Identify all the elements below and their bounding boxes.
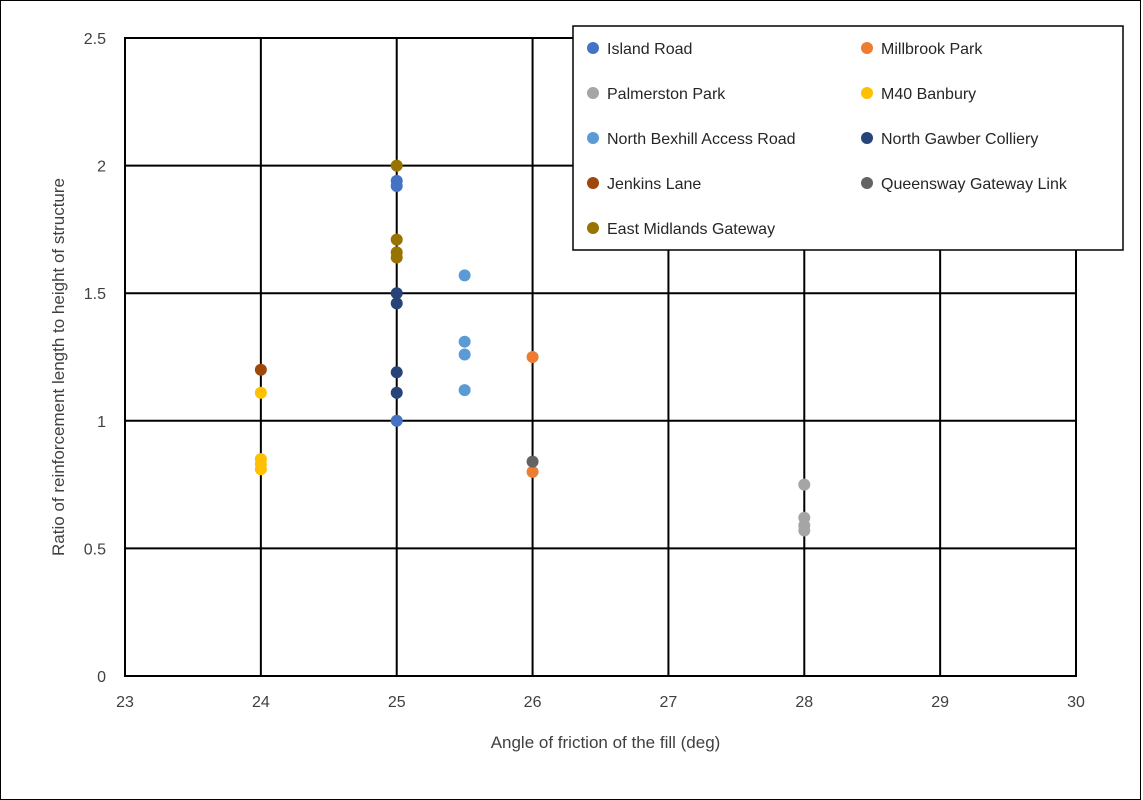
legend-label: Millbrook Park: [881, 41, 983, 58]
data-point: [390, 233, 403, 246]
tick-labels: 23 24 25 26 27 28 29 30 0 0.5 1 1.5 2 2.5: [84, 31, 1085, 711]
data-point: [390, 386, 403, 399]
x-tick-label: 26: [524, 694, 542, 711]
legend-marker: [861, 42, 873, 54]
x-tick-label: 24: [252, 694, 270, 711]
y-tick-label: 0.5: [84, 541, 106, 558]
y-tick-label: 2.5: [84, 31, 106, 48]
x-tick-label: 27: [660, 694, 678, 711]
data-point: [390, 366, 403, 379]
legend-label: Queensway Gateway Link: [881, 176, 1068, 193]
data-point: [254, 363, 267, 376]
y-tick-label: 2: [97, 159, 106, 176]
x-tick-label: 29: [931, 694, 949, 711]
legend-box: [572, 25, 1124, 251]
legend-marker: [587, 177, 599, 189]
x-tick-label: 30: [1067, 694, 1085, 711]
data-point: [526, 351, 539, 363]
data-point: [798, 478, 811, 491]
data-points: [254, 159, 811, 537]
data-point: [390, 287, 403, 300]
y-axis-title: Ratio of reinforcement length to height …: [49, 178, 68, 556]
data-point: [458, 384, 471, 397]
legend-marker: [861, 87, 873, 99]
data-point: [254, 463, 267, 476]
legend-label: East Midlands Gateway: [607, 221, 775, 238]
y-tick-label: 1: [97, 414, 106, 431]
data-point: [526, 455, 539, 468]
legend-marker: [587, 42, 599, 54]
y-tick-label: 0: [97, 669, 106, 686]
legend-label: North Bexhill Access Road: [607, 131, 796, 148]
legend-label: M40 Banbury: [881, 86, 976, 103]
data-point: [254, 386, 267, 399]
data-point: [390, 297, 403, 310]
data-point: [390, 414, 403, 427]
x-axis-title: Angle of friction of the fill (deg): [491, 733, 721, 752]
data-point: [526, 465, 539, 478]
data-point: [798, 524, 811, 537]
data-point: [458, 348, 471, 361]
legend-marker: [587, 132, 599, 144]
legend-label: North Gawber Colliery: [881, 131, 1038, 148]
x-tick-label: 25: [388, 694, 406, 711]
legend: Island Road Millbrook Park Palmerston Park…: [572, 25, 1124, 251]
legend-marker: [587, 87, 599, 99]
x-tick-label: 28: [795, 694, 813, 711]
y-tick-label: 1.5: [84, 286, 106, 303]
data-point: [390, 251, 403, 264]
legend-marker: [861, 132, 873, 144]
data-point: [390, 180, 403, 193]
x-tick-label: 23: [116, 694, 134, 711]
data-point: [390, 159, 403, 172]
legend-label: Palmerston Park: [607, 86, 726, 103]
data-point: [458, 269, 471, 282]
legend-marker: [861, 177, 873, 189]
legend-label: Island Road: [607, 41, 692, 58]
data-point: [458, 335, 471, 348]
legend-marker: [587, 222, 599, 234]
legend-label: Jenkins Lane: [607, 176, 701, 193]
